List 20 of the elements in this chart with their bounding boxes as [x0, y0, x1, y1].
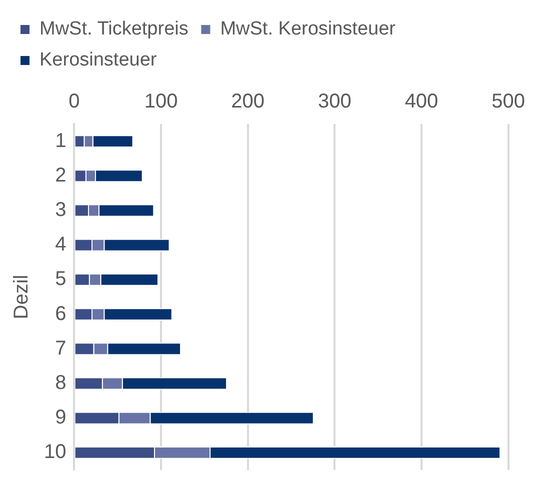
y-tick-label: 5 — [55, 268, 66, 290]
x-tick-label: 400 — [404, 90, 438, 113]
y-tick-label: 6 — [55, 302, 66, 325]
y-tick-label: 7 — [55, 337, 66, 360]
legend-label: MwSt. Kerosinsteuer — [220, 18, 396, 40]
x-tick-label: 0 — [68, 90, 80, 113]
x-tick-label: 100 — [144, 90, 178, 113]
y-tick-label: 8 — [55, 372, 66, 394]
legend-label: MwSt. Ticketpreis — [40, 18, 188, 40]
y-tick-label: 4 — [55, 234, 66, 256]
y-tick-label: 10 — [44, 441, 66, 464]
y-axis-title: Dezil — [10, 274, 33, 320]
x-tick-label: 500 — [492, 90, 526, 113]
y-tick-label: 2 — [55, 164, 66, 186]
x-tick-label: 300 — [318, 90, 352, 113]
x-tick-label: 200 — [231, 90, 265, 113]
y-tick-label: 1 — [55, 130, 66, 152]
y-tick-label: 9 — [55, 406, 66, 429]
y-tick-label: 3 — [55, 199, 66, 222]
legend-label: Kerosinsteuer — [40, 50, 158, 71]
